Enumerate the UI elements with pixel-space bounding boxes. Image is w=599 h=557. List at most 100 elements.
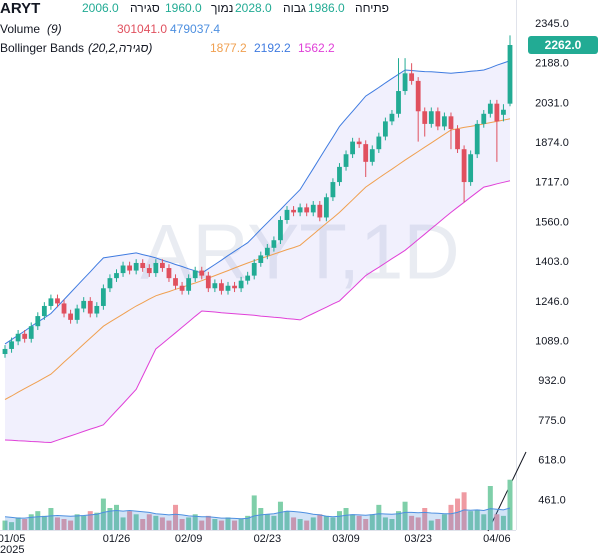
volume-bar — [107, 508, 113, 530]
candle-body — [238, 280, 244, 289]
bollinger-value: 1877.2 — [210, 41, 247, 55]
candle-body — [501, 109, 506, 115]
candle-body — [94, 305, 100, 314]
legend-value: 1960.0 — [165, 1, 202, 15]
candle-body — [153, 262, 159, 274]
volume-bar — [133, 514, 139, 530]
volume-bar — [500, 515, 506, 530]
y-tick-label: 1874.0 — [535, 137, 569, 149]
volume-bar — [100, 498, 106, 530]
volume-bar — [113, 504, 119, 530]
volume-bar — [507, 479, 513, 530]
candle-body — [291, 209, 296, 213]
legend-value: 2028.0 — [235, 1, 272, 15]
volume-bar — [74, 514, 80, 530]
y-tick-label: 1403.0 — [535, 256, 569, 268]
legend-label: סגירה — [130, 1, 160, 15]
volume-bar — [15, 517, 21, 530]
volume-bar — [258, 508, 264, 530]
candle-body — [245, 275, 251, 281]
candle-body — [369, 149, 375, 162]
candle-body — [487, 103, 493, 114]
candle-body — [22, 333, 28, 339]
candle-body — [100, 288, 106, 306]
watermark: ARYT,1D — [140, 208, 459, 296]
volume-bar — [238, 519, 244, 530]
volume-bar — [402, 501, 408, 530]
candle-body — [74, 308, 80, 320]
candle-body — [2, 348, 8, 355]
volume-bar — [61, 519, 67, 530]
y-tick-label: 2031.0 — [535, 97, 569, 109]
candle-body — [455, 128, 460, 150]
volume-bar — [81, 515, 87, 530]
volume-bar — [474, 509, 480, 530]
candle-body — [409, 73, 415, 81]
volume-bar — [428, 520, 434, 530]
volume-bar — [415, 517, 421, 530]
trend-line-drawing[interactable] — [487, 451, 527, 532]
candle-body — [68, 313, 73, 320]
volume-bar — [310, 517, 316, 530]
candle-body — [428, 111, 434, 124]
volume-bar — [409, 515, 415, 530]
volume-bar — [199, 520, 205, 530]
candle-body — [396, 91, 401, 114]
volume-bar — [179, 519, 185, 530]
x-tick-label: 04/06 — [483, 533, 511, 545]
volume-bar — [304, 520, 310, 530]
candle-body — [205, 275, 211, 289]
volume-bar — [140, 519, 146, 530]
candle-body — [166, 268, 172, 279]
candle-body — [9, 341, 14, 349]
x-tick-label: 02/23 — [254, 533, 282, 545]
candle-body — [350, 141, 355, 155]
volume-bar — [225, 517, 231, 530]
candle-body — [343, 154, 349, 167]
candle-body — [87, 300, 93, 314]
volume-bar — [468, 511, 474, 530]
volume-bar — [382, 517, 388, 530]
volume-bar — [350, 514, 356, 530]
candle-body — [376, 136, 382, 150]
volume-bar — [481, 514, 487, 530]
candle-body — [507, 45, 513, 104]
candle-body — [173, 278, 178, 286]
band-fill — [5, 60, 510, 443]
candle-body — [317, 204, 323, 218]
legend-label: גבוה — [283, 1, 306, 15]
volume-bar — [297, 519, 303, 530]
volume-bar — [336, 511, 342, 530]
candle-body — [382, 121, 388, 137]
year-label: 2025 — [0, 544, 24, 556]
candle-body — [271, 240, 277, 248]
volume-bar — [159, 517, 165, 530]
candle-body — [140, 262, 146, 269]
volume-bar — [94, 512, 100, 530]
volume-bar — [284, 511, 290, 530]
volume-params: (9) — [47, 22, 62, 36]
candle-body — [55, 298, 60, 304]
volume-bar — [127, 511, 133, 530]
x-tick-label: 02/09 — [175, 533, 203, 545]
candle-body — [41, 305, 47, 317]
volume-bar — [455, 498, 461, 530]
volume-bar — [396, 511, 402, 530]
volume-bar — [41, 515, 47, 530]
bollinger-upper — [4, 60, 511, 345]
volume-bar — [54, 517, 60, 530]
candle-body — [120, 265, 126, 274]
legend-label: נמוך — [211, 1, 233, 15]
volume-bar — [192, 514, 198, 530]
bollinger-value: 1562.2 — [298, 41, 335, 55]
x-tick-label: 03/09 — [332, 533, 360, 545]
candle-body — [278, 219, 283, 241]
candle-body — [442, 116, 447, 127]
candle-body — [160, 262, 165, 269]
symbol: ARYT — [0, 0, 40, 17]
legend-label: פתיחה — [355, 1, 389, 15]
volume-bar — [264, 514, 270, 530]
